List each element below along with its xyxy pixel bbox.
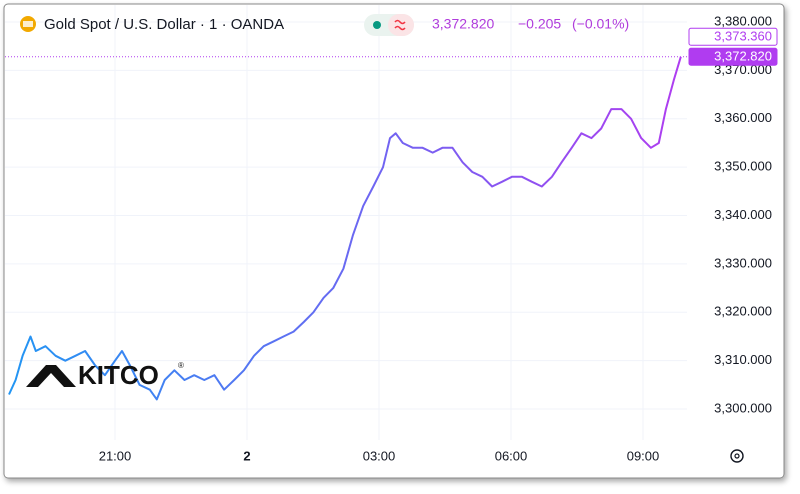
y-tick-label: 3,340.000 [714,207,772,222]
x-tick-label: 2 [243,448,250,463]
y-tick-label: 3,360.000 [714,110,772,125]
price-label-box [688,47,778,66]
status-dot [373,21,381,29]
price-label-box [688,27,778,46]
y-tick-label: 3,310.000 [714,352,772,367]
delay-pill [388,14,414,36]
logo-text: KITCO [78,360,159,390]
y-tick-label: 3,300.000 [714,400,772,415]
price-line [8,56,682,401]
logo-icon [26,365,76,387]
settings-button[interactable] [730,449,744,463]
x-tick-label: 21:00 [99,448,132,463]
symbol-title: Gold Spot / U.S. Dollar · 1 · OANDA [44,16,284,33]
price-label: 3,372.820 [714,49,772,64]
x-tick-label: 03:00 [363,448,396,463]
logo-mark: ® [178,361,184,370]
last-price: 3,372.820 [432,16,494,32]
y-tick-label: 3,320.000 [714,304,772,319]
settings-button-core [734,453,740,459]
change-pct: (−0.01%) [572,16,629,32]
symbol-icon-bar [23,21,33,27]
logo: KITCO ® [26,360,184,390]
delay-icon [394,19,406,31]
x-tick-label: 09:00 [627,448,660,463]
y-tick-label: 3,380.000 [714,13,772,28]
y-tick-label: 3,330.000 [714,255,772,270]
plot [8,56,682,401]
frame [3,3,785,479]
grid [5,5,687,440]
price-label: 3,373.360 [714,29,772,44]
y-tick-label: 3,350.000 [714,159,772,174]
change: −0.205 [518,16,561,32]
x-tick-label: 06:00 [495,448,528,463]
